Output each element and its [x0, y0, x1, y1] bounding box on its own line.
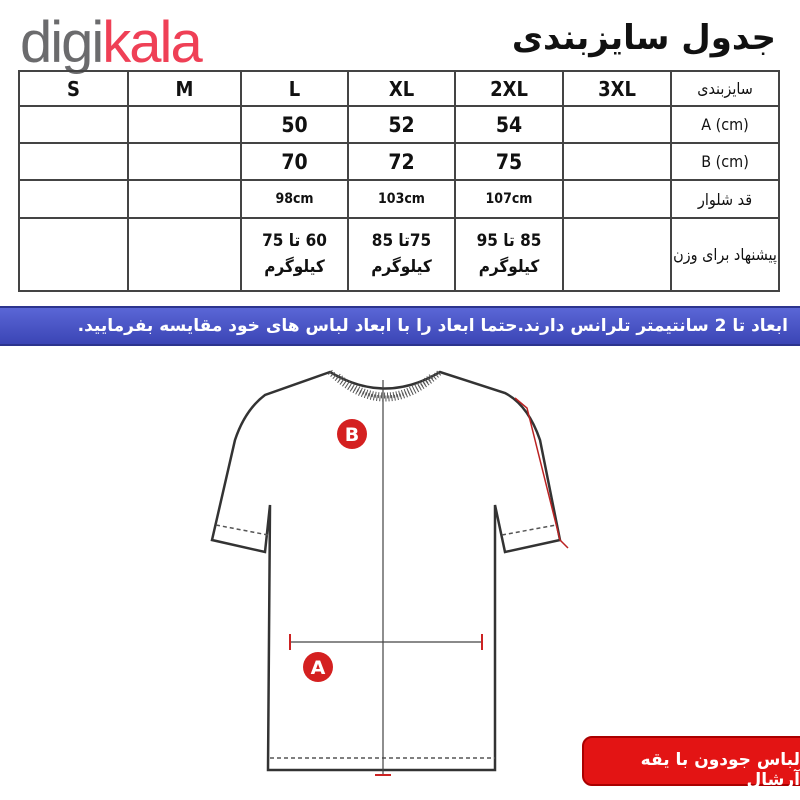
size-3xl: 3XL	[562, 70, 672, 107]
marker-a-label: A	[311, 657, 326, 679]
row-label: A (cm)	[670, 105, 780, 144]
cell	[562, 142, 672, 181]
row-label: قد شلوار	[670, 179, 780, 219]
size-l: L	[240, 70, 349, 107]
collar	[327, 369, 443, 402]
cell	[127, 179, 242, 219]
cell: 103cm	[347, 179, 456, 219]
cell: 50	[240, 105, 349, 144]
cell	[127, 217, 242, 292]
cell	[127, 142, 242, 181]
cell: 98cm	[240, 179, 349, 219]
sleeve-line	[514, 397, 569, 549]
cell: 72	[347, 142, 456, 181]
marker-a	[303, 652, 333, 682]
cell: 60 تا 75 کیلوگرم	[240, 217, 349, 292]
cell: 54	[454, 105, 564, 144]
marker-b-label: B	[345, 424, 359, 446]
cell	[127, 105, 242, 144]
digikala-logo: digikala	[20, 10, 203, 75]
row-label: B (cm)	[670, 142, 780, 181]
row-label: پیشنهاد برای وزن	[670, 217, 780, 292]
cell: 52	[347, 105, 456, 144]
size-m: M	[127, 70, 242, 107]
page-title: جدول سایزبندی	[511, 18, 776, 58]
cell: 107cm	[454, 179, 564, 219]
cell: 70	[240, 142, 349, 181]
cell	[18, 217, 129, 292]
size-s: S	[18, 70, 129, 107]
cell	[18, 105, 129, 144]
table-row: 70 72 75 B (cm)	[18, 142, 780, 181]
table-row: 98cm 103cm 107cm قد شلوار	[18, 179, 780, 219]
table-row: 50 52 54 A (cm)	[18, 105, 780, 144]
size-xl: XL	[347, 70, 456, 107]
tolerance-notice: ابعاد تا 2 سانتیمتر تلرانس دارند.حتما اب…	[0, 306, 800, 346]
size-table: S M L XL 2XL 3XL سایزبندی 50 52 54 A (cm) 7…	[18, 70, 780, 292]
collar-type-badge: لباس جودون با یقه آرشال	[582, 736, 800, 790]
cell: 75	[454, 142, 564, 181]
cell	[18, 179, 129, 219]
row-label: سایزبندی	[670, 70, 780, 107]
marker-b	[337, 419, 367, 449]
size-2xl: 2XL	[454, 70, 564, 107]
cell	[562, 179, 672, 219]
table-row: 60 تا 75 کیلوگرم 75تا 85 کیلوگرم 85 تا 95 …	[18, 217, 780, 292]
cell: 85 تا 95 کیلوگرم	[454, 217, 564, 292]
tshirt-outline	[210, 370, 562, 772]
cell	[562, 105, 672, 144]
cell: 75تا 85 کیلوگرم	[347, 217, 456, 292]
table-header-row: S M L XL 2XL 3XL سایزبندی	[18, 70, 780, 107]
cell	[18, 142, 129, 181]
cell	[562, 217, 672, 292]
